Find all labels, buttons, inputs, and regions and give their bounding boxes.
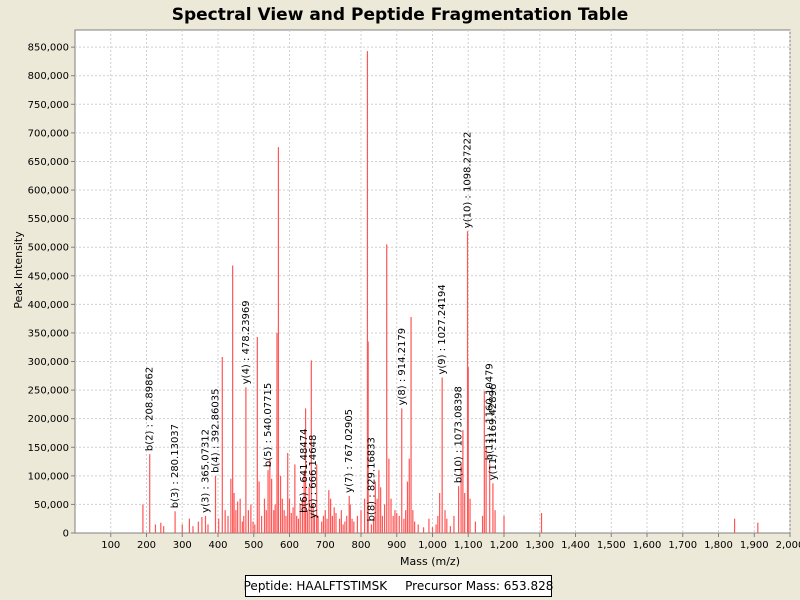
chart-title: Spectral View and Peptide Fragmentation …: [172, 5, 629, 25]
y-tick-label: 850,000: [28, 43, 69, 54]
x-tick-label: 1,100: [454, 540, 483, 551]
x-tick-label: 1,800: [704, 540, 733, 551]
y-tick-label: 450,000: [28, 271, 69, 282]
y-tick-label: 650,000: [28, 157, 69, 168]
y-tick-label: 550,000: [28, 214, 69, 225]
peak-annotation: b(2) : 208.89862: [145, 367, 156, 451]
peak-annotation: y(8) : 914.2179: [397, 328, 408, 406]
peak-annotation: y(11) : 1169.42896: [488, 384, 499, 481]
peak-annotation: b(4) : 392.86035: [210, 389, 221, 473]
peak-annotation: y(3) : 365.07312: [200, 429, 211, 513]
x-tick-label: 1,300: [525, 540, 554, 551]
gridlines: [75, 30, 791, 533]
x-tick-label: 100: [101, 540, 120, 551]
x-tick-label: 1,200: [490, 540, 519, 551]
plot-area: [74, 29, 791, 534]
peak-annotation: b(8) : 829.16833: [366, 437, 377, 521]
y-tick-label: 800,000: [28, 71, 69, 82]
peak-annotation: b(5) : 540.07715: [263, 383, 274, 467]
y-tick-label: 600,000: [28, 186, 69, 197]
peak-annotation: y(6) : 666.14648: [308, 435, 319, 519]
x-tick-label: 900: [387, 540, 406, 551]
peak-annotation: y(9) : 1027.24194: [437, 284, 448, 374]
peak-annotation: b(3) : 280.13037: [170, 424, 181, 508]
y-tick-label: 100,000: [28, 471, 69, 482]
x-tick-label: 1,600: [633, 540, 662, 551]
peaks: [142, 51, 759, 533]
x-tick-label: 300: [173, 540, 192, 551]
y-tick-label: 150,000: [28, 443, 69, 454]
x-tick-label: 1,900: [740, 540, 769, 551]
x-tick-label: 800: [351, 540, 370, 551]
y-tick-label: 300,000: [28, 357, 69, 368]
y-tick-label: 500,000: [28, 243, 69, 254]
y-tick-label: 400,000: [28, 300, 69, 311]
y-tick-label: 700,000: [28, 128, 69, 139]
x-tick-label: 400: [208, 540, 227, 551]
peak-annotation: y(7) : 767.02905: [344, 409, 355, 493]
x-axis-label: Mass (m/z): [400, 555, 460, 568]
x-tick-label: 1,000: [418, 540, 447, 551]
y-tick-label: 0: [63, 529, 69, 540]
y-tick-label: 50,000: [34, 500, 69, 511]
y-tick-label: 200,000: [28, 414, 69, 425]
peak-annotation: b(10) : 1073.08398: [454, 386, 465, 483]
x-tick-label: 500: [244, 540, 263, 551]
peak-annotation: b(11) : 1160.10479: [485, 363, 496, 460]
x-tick-label: 200: [137, 540, 156, 551]
y-axis-label: Peak Intensity: [12, 231, 25, 309]
x-tick-label: 1,500: [597, 540, 626, 551]
peak-annotation: b(6) : 641.48474: [299, 429, 310, 513]
x-tick-label: 1,700: [668, 540, 697, 551]
y-tick-label: 750,000: [28, 100, 69, 111]
peptide-info-box: Peptide: HAALFTSTIMSK Precursor Mass: 65…: [243, 575, 554, 597]
y-tick-label: 250,000: [28, 386, 69, 397]
x-tick-label: 700: [316, 540, 335, 551]
peptide-label: Peptide: HAALFTSTIMSK: [243, 579, 388, 593]
peak-annotation: y(10) : 1098.27222: [463, 132, 474, 229]
peak-annotation: y(4) : 478.23969: [241, 300, 252, 384]
precursor-mass-label: Precursor Mass: 653.828: [405, 579, 554, 593]
y-tick-label: 350,000: [28, 328, 69, 339]
x-tick-label: 1,400: [561, 540, 590, 551]
x-tick-label: 2,000: [776, 540, 800, 551]
x-tick-label: 600: [280, 540, 299, 551]
axes: 0 50,000 100,000 150,000 200,000 250,000 300,0…: [28, 43, 800, 551]
spectrum-chart: Spectral View and Peptide Fragmentation …: [12, 5, 800, 568]
peak-annotations: b(2) : 208.89862 b(3) : 280.13037 y(3) : 3…: [145, 132, 499, 522]
